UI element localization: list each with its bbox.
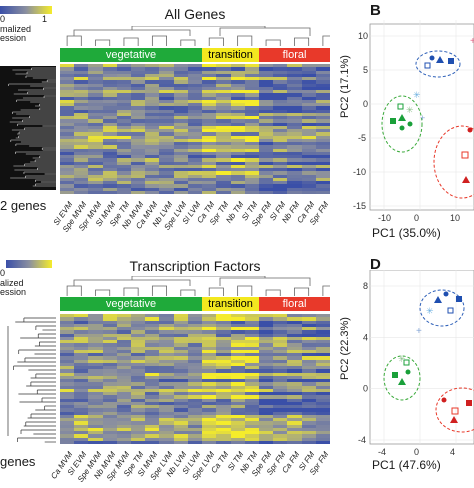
scale-label-3: alized bbox=[0, 278, 24, 288]
point-green-square bbox=[390, 118, 396, 124]
svg-text:10: 10 bbox=[450, 213, 460, 223]
gene-dendrogram-bottom bbox=[7, 317, 56, 443]
point-d-green-square bbox=[392, 372, 398, 378]
cluster-vegetative-ellipse-b bbox=[415, 50, 461, 78]
svg-text:4: 4 bbox=[363, 332, 368, 342]
panel-letter-b: B bbox=[370, 2, 381, 19]
point-green-triangle bbox=[398, 114, 406, 121]
svg-text:0: 0 bbox=[363, 384, 368, 394]
svg-text:-10: -10 bbox=[353, 167, 366, 177]
cluster-floral-ellipse-b bbox=[433, 125, 474, 199]
point-d-green-triangle bbox=[398, 378, 406, 385]
cluster-green-ellipse-d bbox=[383, 355, 421, 401]
pca-d-xlabel: PC1 (47.6%) bbox=[372, 458, 441, 472]
point-red-box bbox=[461, 151, 469, 159]
gene-count-top: 2 genes bbox=[0, 198, 47, 213]
gene-dendrogram-top bbox=[0, 66, 56, 190]
scale-label-2: ession bbox=[0, 33, 27, 43]
svg-text:10: 10 bbox=[358, 31, 368, 41]
cluster-blue-ellipse-d bbox=[419, 289, 465, 327]
point-d-blue-box bbox=[447, 307, 454, 314]
heatmap-transcription-factors bbox=[60, 314, 330, 444]
pca-plot-d: -4 0 4 8 4 0 -4 ✳ + ✳ bbox=[358, 270, 474, 456]
color-scale-bar bbox=[0, 6, 52, 14]
scale-label-4: ession bbox=[0, 287, 27, 297]
point-green-circle-2 bbox=[407, 121, 413, 127]
panel-letter-d: D bbox=[370, 256, 381, 273]
point-d-blue-triangle bbox=[434, 296, 442, 303]
heatmap-all-genes bbox=[60, 64, 330, 194]
gene-count-bottom: genes bbox=[0, 454, 36, 469]
svg-text:-4: -4 bbox=[378, 447, 386, 456]
point-d-light-star: ✳ bbox=[426, 306, 434, 316]
point-green-box bbox=[397, 103, 404, 110]
cluster-green-ellipse-b bbox=[381, 95, 423, 153]
point-green-star: ✳ bbox=[406, 105, 414, 115]
point-d-blue-circle bbox=[443, 291, 449, 297]
svg-text:0: 0 bbox=[414, 213, 419, 223]
phase-transition-bottom: transition bbox=[202, 297, 259, 311]
svg-text:-4: -4 bbox=[358, 435, 366, 445]
phase-transition-top: transition bbox=[202, 48, 259, 62]
panel-title-all-genes: All Genes bbox=[164, 6, 226, 22]
point-blue-square bbox=[448, 58, 454, 64]
pca-d-ylabel: PC2 (22.3%) bbox=[339, 317, 351, 380]
svg-text:0: 0 bbox=[363, 99, 368, 109]
point-red-circle bbox=[467, 127, 473, 133]
point-blue-plus: + bbox=[420, 113, 425, 123]
point-d-red-square bbox=[466, 400, 472, 406]
point-red-triangle bbox=[462, 176, 470, 183]
pca-b-ylabel: PC2 (17.1%) bbox=[339, 55, 351, 118]
point-blue-box bbox=[424, 62, 431, 69]
scale-min: 0 bbox=[0, 14, 6, 24]
points-d: ✳ + ✳ bbox=[392, 291, 472, 423]
point-blue-triangle bbox=[436, 56, 444, 63]
point-d-blue-plus: + bbox=[416, 326, 422, 337]
panel-title-transcription-factors: Transcription Factors bbox=[129, 258, 261, 274]
pca-b-xlabel: PC1 (35.0%) bbox=[372, 226, 441, 240]
point-pink-plus: + bbox=[470, 36, 474, 47]
scale-min-2: 0 bbox=[0, 268, 6, 278]
pca-plot-b: -10 0 10 10 5 0 -5 -10 -15 + ✳ ✳ + bbox=[353, 20, 474, 223]
svg-text:8: 8 bbox=[363, 281, 368, 291]
points-b: + ✳ ✳ + bbox=[390, 36, 474, 183]
dendrogram-lines bbox=[8, 67, 56, 187]
scale-max: 1 bbox=[42, 14, 48, 24]
color-scale-bar-2 bbox=[6, 260, 52, 268]
point-d-red-box bbox=[451, 407, 459, 415]
svg-text:-10: -10 bbox=[378, 213, 391, 223]
svg-text:0: 0 bbox=[414, 447, 419, 456]
point-d-green-star: ✳ bbox=[398, 354, 406, 364]
phase-vegetative-top: vegetative bbox=[60, 48, 202, 62]
cluster-red-ellipse-d bbox=[435, 387, 474, 433]
point-d-green-circle bbox=[405, 369, 411, 375]
point-d-red-triangle bbox=[450, 416, 458, 423]
sample-dendrogram-bottom bbox=[66, 276, 330, 296]
sample-dendrogram-top bbox=[66, 26, 330, 46]
point-d-blue-square bbox=[456, 296, 462, 302]
svg-text:-15: -15 bbox=[353, 201, 366, 211]
point-green-circle bbox=[399, 125, 405, 131]
phase-floral-top: floral bbox=[259, 48, 330, 62]
point-d-red-circle bbox=[441, 397, 447, 403]
legend-top: 0 1 malized ession bbox=[0, 0, 60, 43]
point-d-green-box bbox=[403, 359, 410, 366]
svg-text:4: 4 bbox=[450, 447, 455, 456]
point-blue-circle bbox=[429, 55, 435, 61]
svg-text:-5: -5 bbox=[358, 133, 366, 143]
legend-bottom: 0 alized ession bbox=[0, 254, 60, 297]
point-light-star: ✳ bbox=[413, 90, 421, 100]
phase-vegetative-bottom: vegetative bbox=[60, 297, 202, 311]
scale-label: malized bbox=[0, 24, 32, 34]
phase-floral-bottom: floral bbox=[259, 297, 330, 311]
svg-text:5: 5 bbox=[363, 65, 368, 75]
